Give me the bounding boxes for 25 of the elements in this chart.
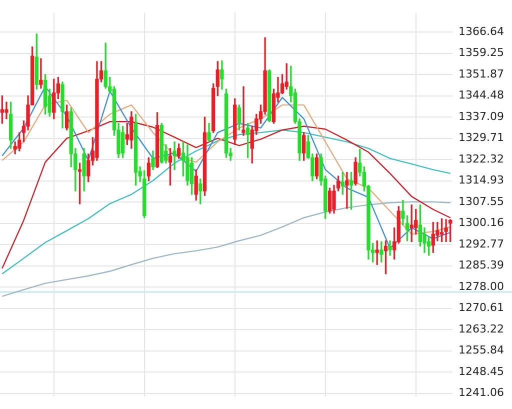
y-tick-label: 1337.09 [458,110,504,123]
y-tick-label: 1255.84 [458,344,504,357]
candlestick [242,86,246,136]
y-tick-label: 1329.71 [458,131,504,144]
candlestick [172,141,176,170]
y-tick-label: 1344.48 [458,88,504,102]
y-tick-label: 1241.06 [458,386,504,400]
y-tick-label: 1270.61 [458,301,504,314]
y-tick-label: 1322.32 [458,152,504,166]
y-tick-label: 1278.00 [458,280,504,293]
y-tick-label: 1314.93 [458,174,504,187]
candlestick [444,219,448,242]
candlestick [410,204,414,242]
y-tick-label: 1300.16 [458,216,504,230]
y-tick-label: 1359.25 [458,46,504,60]
candlestick [345,172,349,209]
y-tick-label: 1285.39 [458,258,504,272]
y-tick-label: 1366.64 [458,24,504,38]
y-tick-label: 1292.77 [458,237,504,250]
y-tick-label: 1263.22 [458,322,504,336]
y-tick-label: 1307.55 [458,194,504,208]
y-tick-label: 1351.87 [458,67,504,80]
candlestick [39,58,43,89]
candlestick [4,102,8,120]
y-tick-label: 1248.45 [458,364,504,378]
